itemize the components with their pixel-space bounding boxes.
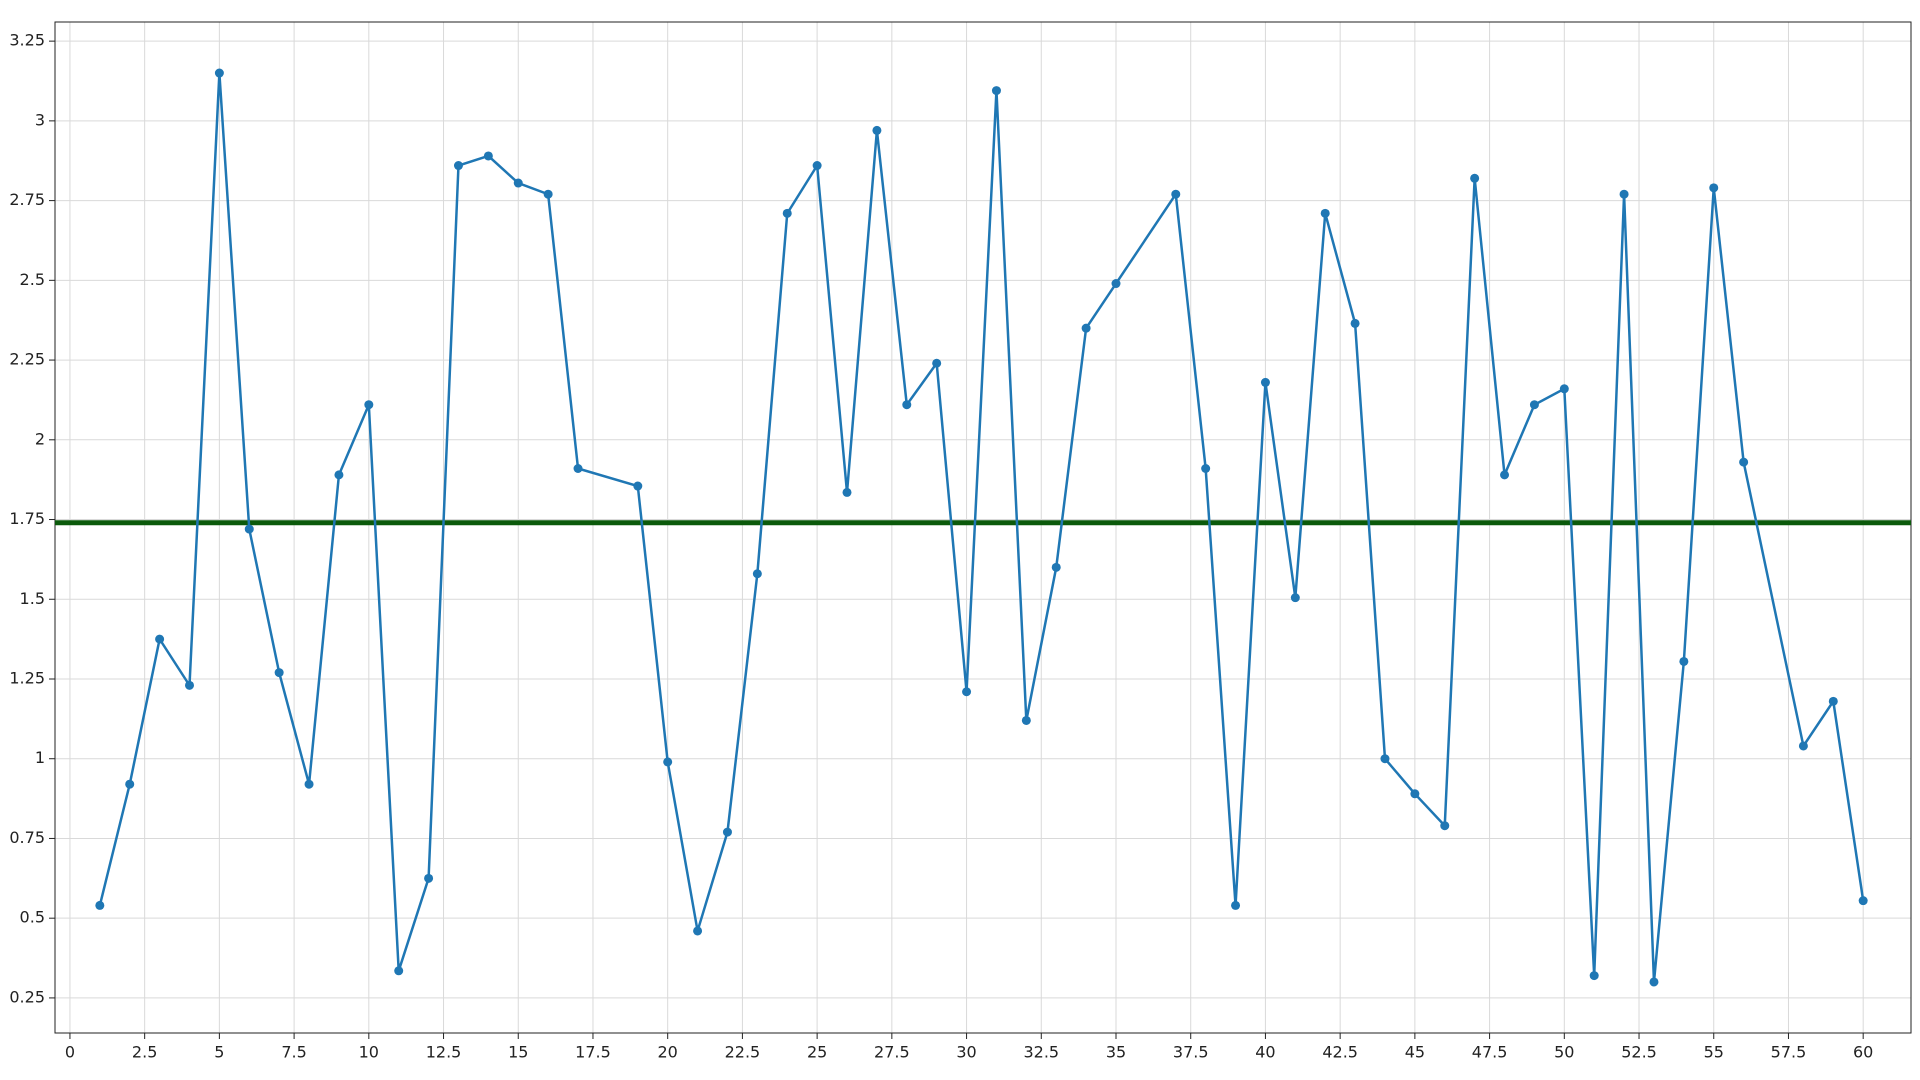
y-tick-label: 3	[35, 110, 45, 129]
data-point	[1559, 384, 1569, 394]
data-point	[155, 634, 165, 644]
data-point	[962, 687, 972, 697]
x-tick-label: 45	[1405, 1043, 1425, 1062]
x-tick-label: 25	[807, 1043, 827, 1062]
data-point	[1111, 279, 1121, 289]
data-point	[1858, 896, 1868, 906]
x-tick-label: 55	[1704, 1043, 1724, 1062]
data-point	[453, 161, 463, 171]
data-point	[513, 178, 523, 188]
data-point	[1440, 821, 1450, 831]
x-tick-label: 10	[359, 1043, 379, 1062]
data-point	[1201, 463, 1211, 473]
data-point	[394, 966, 404, 976]
data-point	[334, 470, 344, 480]
data-point	[1290, 593, 1300, 603]
data-point	[573, 463, 583, 473]
data-point	[1679, 656, 1689, 666]
data-point	[125, 779, 135, 789]
data-line	[98, 72, 1865, 983]
x-tick-label: 27.5	[874, 1043, 910, 1062]
data-point	[1649, 977, 1659, 987]
data-point	[1260, 377, 1270, 387]
x-tick-label: 15	[508, 1043, 528, 1062]
x-tick-label: 35	[1106, 1043, 1126, 1062]
x-tick-label: 40	[1255, 1043, 1275, 1062]
plot-frame	[54, 21, 1912, 1034]
x-tick-label: 30	[956, 1043, 976, 1062]
data-point	[274, 668, 284, 678]
x-tick-label: 52.5	[1621, 1043, 1657, 1062]
data-point	[483, 151, 493, 161]
data-point	[752, 569, 762, 579]
data-point	[1171, 189, 1181, 199]
data-point	[1798, 741, 1808, 751]
data-point	[1500, 470, 1510, 480]
y-tick-label: 1.75	[9, 509, 45, 528]
data-point	[1828, 696, 1838, 706]
data-point	[991, 86, 1001, 96]
y-tick-label: 0.25	[9, 987, 45, 1006]
data-point	[1021, 715, 1031, 725]
y-tick-label: 2.75	[9, 190, 45, 209]
data-point	[782, 208, 792, 218]
data-point	[184, 680, 194, 690]
data-point	[1589, 971, 1599, 981]
data-point	[1350, 318, 1360, 328]
x-tick-label: 42.5	[1322, 1043, 1358, 1062]
x-tick-label: 47.5	[1472, 1043, 1508, 1062]
data-point	[932, 358, 942, 368]
data-point	[1231, 900, 1241, 910]
data-point	[1619, 189, 1629, 199]
data-point	[364, 400, 374, 410]
data-point	[304, 779, 314, 789]
data-point	[1051, 562, 1061, 572]
data-point	[663, 757, 673, 767]
data-point	[722, 827, 732, 837]
data-point	[1529, 400, 1539, 410]
data-point	[244, 524, 254, 534]
data-point	[1380, 754, 1390, 764]
y-tick-label: 0.5	[20, 908, 45, 927]
x-tick-label: 2.5	[132, 1043, 157, 1062]
data-point	[693, 926, 703, 936]
x-tick-label: 20	[658, 1043, 678, 1062]
x-tick-label: 7.5	[281, 1043, 306, 1062]
data-point	[424, 873, 434, 883]
data-point	[842, 487, 852, 497]
x-tick-label: 32.5	[1023, 1043, 1059, 1062]
data-point	[872, 125, 882, 135]
y-tick-label: 1	[35, 748, 45, 767]
data-point	[1709, 183, 1719, 193]
y-tick-label: 3.25	[9, 31, 45, 50]
x-tick-label: 17.5	[575, 1043, 611, 1062]
x-tick-label: 57.5	[1771, 1043, 1807, 1062]
x-tick-label: 50	[1554, 1043, 1574, 1062]
data-point	[1739, 457, 1749, 467]
y-tick-label: 1.5	[20, 589, 45, 608]
x-tick-label: 60	[1853, 1043, 1873, 1062]
data-point	[214, 68, 224, 78]
data-point	[95, 900, 105, 910]
y-tick-label: 2.5	[20, 270, 45, 289]
data-point	[1081, 323, 1091, 333]
y-tick-label: 2	[35, 429, 45, 448]
x-tick-label: 0	[65, 1043, 75, 1062]
y-tick-label: 1.25	[9, 668, 45, 687]
data-point	[1470, 173, 1480, 183]
x-tick-label: 12.5	[426, 1043, 462, 1062]
x-tick-label: 37.5	[1173, 1043, 1209, 1062]
data-point	[902, 400, 912, 410]
data-point	[633, 481, 643, 491]
data-point	[543, 189, 553, 199]
y-tick-label: 0.75	[9, 828, 45, 847]
x-tick-label: 5	[214, 1043, 224, 1062]
data-point	[1320, 208, 1330, 218]
data-point	[1410, 789, 1420, 799]
x-tick-label: 22.5	[725, 1043, 761, 1062]
data-point	[812, 161, 822, 171]
y-tick-label: 2.25	[9, 350, 45, 369]
